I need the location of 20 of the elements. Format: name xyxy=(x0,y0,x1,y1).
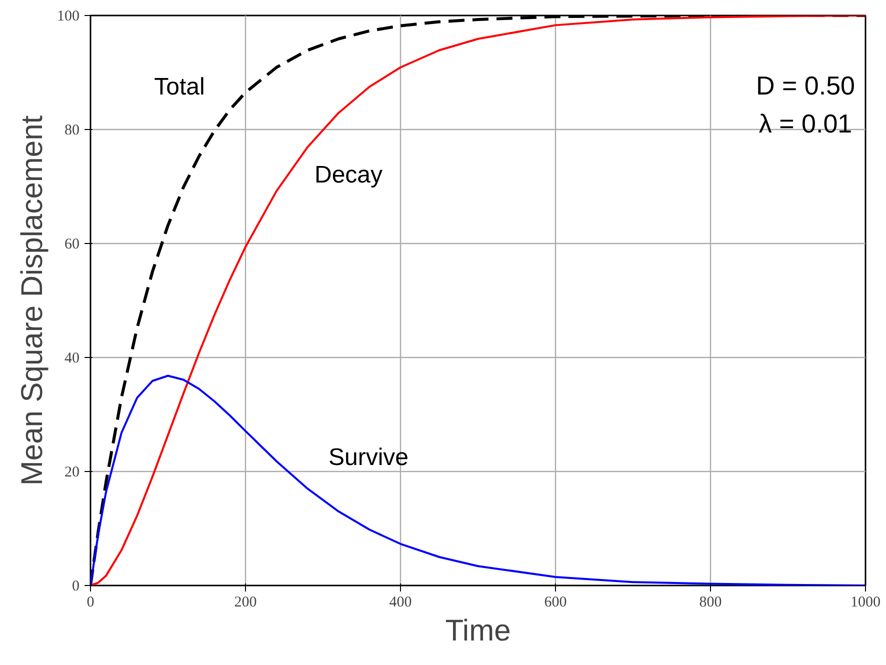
y-tick-label: 40 xyxy=(64,350,80,366)
x-tick-label: 600 xyxy=(544,594,567,610)
annotation: D = 0.50 xyxy=(756,70,856,100)
annotation: λ = 0.01 xyxy=(758,108,852,138)
y-tick-label: 100 xyxy=(57,8,80,24)
y-tick-label: 20 xyxy=(64,464,80,480)
series-label: Decay xyxy=(314,161,383,188)
y-tick-label: 80 xyxy=(64,122,80,138)
x-tick-label: 1000 xyxy=(850,594,880,610)
y-tick-label: 60 xyxy=(64,236,80,252)
x-tick-label: 800 xyxy=(699,594,722,610)
line-series xyxy=(90,374,866,586)
y-tick-label: 0 xyxy=(72,578,80,594)
x-axis-title: Time xyxy=(445,614,511,648)
y-axis-title: Mean Square Displacement xyxy=(16,114,49,486)
series-label: Survive xyxy=(328,444,409,471)
x-tick-label: 0 xyxy=(86,594,94,610)
x-tick-label: 200 xyxy=(234,594,257,610)
series-label: Total xyxy=(154,74,205,101)
x-tick-label: 400 xyxy=(389,594,412,610)
